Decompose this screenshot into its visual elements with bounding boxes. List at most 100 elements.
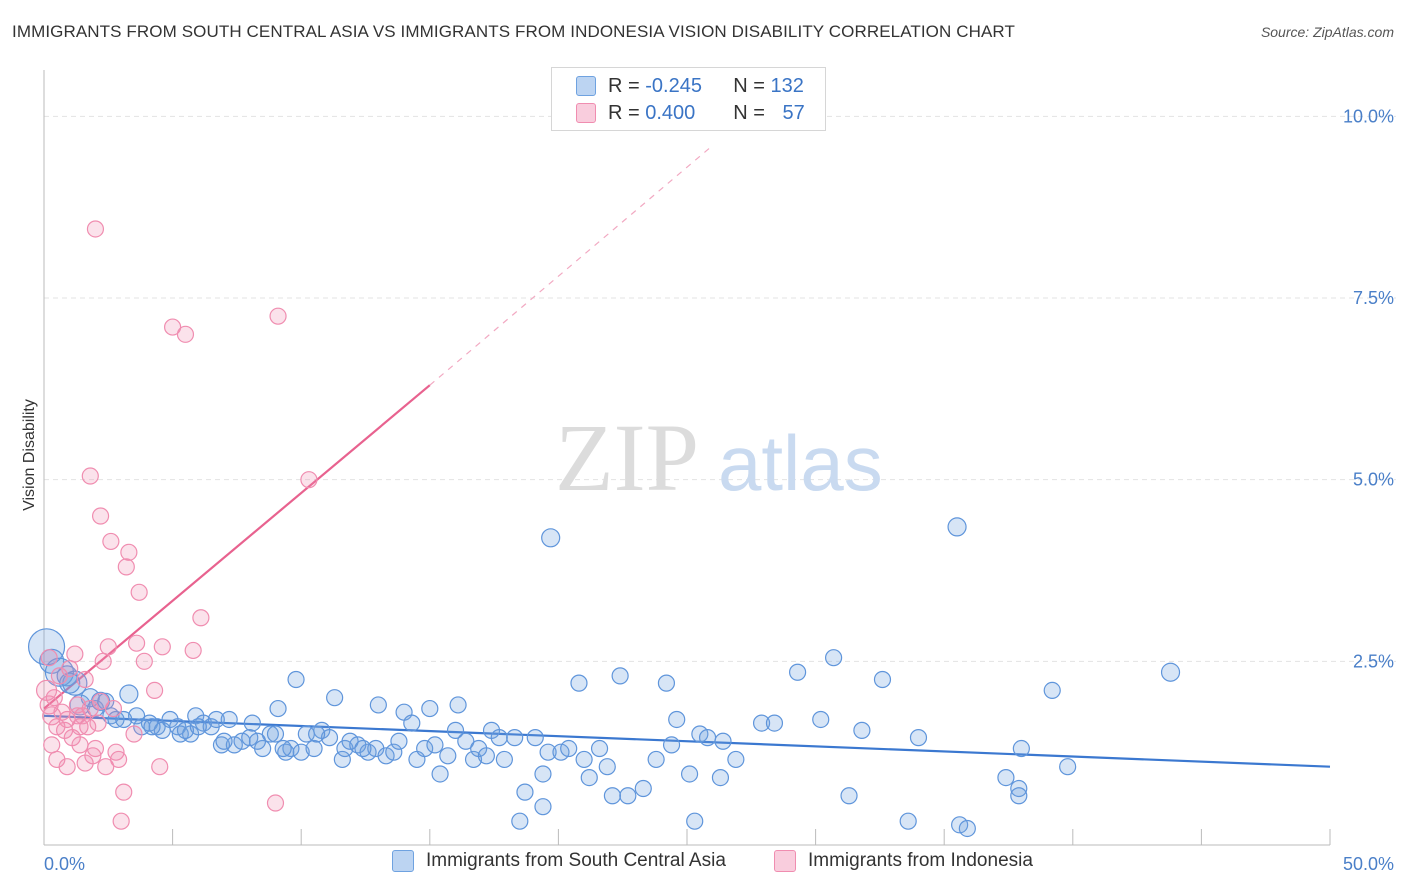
data-point [390,732,408,750]
data-point [189,718,207,736]
data-point [287,670,305,689]
data-point [207,710,225,729]
data-point [516,783,534,801]
data-point [176,721,195,739]
data-point [127,634,146,652]
data-point [385,743,403,761]
data-point [534,798,552,816]
legend-r-value: -0.245 [645,74,702,97]
data-point [59,672,81,694]
data-point [958,819,976,838]
legend-r-label: R = [608,101,646,124]
data-point [598,758,616,776]
data-point [1059,758,1077,776]
legend-item-indonesia[interactable]: Immigrants from Indonesia [774,850,1033,872]
data-point [248,732,267,750]
legend-r-label: R = [608,74,646,97]
data-point [274,739,292,758]
data-point [997,768,1015,787]
data-point [698,729,717,747]
data-point [354,739,372,758]
grid-lines [44,115,1396,662]
chart-title: IMMIGRANTS FROM SOUTH CENTRAL ASIA VS IM… [12,22,1015,41]
data-point [431,765,449,783]
data-point [76,670,94,689]
data-point [266,794,285,812]
data-point [58,758,76,776]
data-point [61,659,79,678]
data-point [714,732,732,750]
legend-n-label: N = [733,74,771,97]
data-point [647,750,665,769]
data-point [421,699,439,718]
legend-item-south-central-asia[interactable]: Immigrants from South Central Asia [392,850,726,872]
data-point [153,638,171,656]
y-tick-label: 7.5% [1353,288,1394,308]
data-point [909,729,928,747]
data-point [873,670,892,689]
legend-n-value: 57 [782,101,805,124]
data-point [1010,787,1028,805]
data-point [825,649,843,667]
data-point [308,725,326,743]
points-south-central-asia [27,517,1181,838]
data-point [590,739,609,758]
y-axis-label: Vision Disability [21,399,38,511]
data-point [1010,779,1028,798]
data-point [668,710,686,729]
legend-swatch-pink [774,850,796,872]
data-point [727,750,745,769]
data-point [292,743,310,761]
legend-n-value: 132 [770,74,804,97]
data-point [115,783,133,801]
data-point [752,714,771,732]
data-point [326,689,344,707]
data-point [42,706,62,726]
data-point [120,543,138,561]
data-point [300,471,318,489]
data-point [449,696,467,714]
data-point [686,812,704,830]
data-point [125,725,143,743]
data-point [68,707,87,725]
trend-line-south-central-asia [43,714,1331,768]
data-point [333,750,351,769]
data-point [261,725,279,743]
data-point [1043,681,1061,700]
data-point [899,812,917,830]
data-point [94,652,112,670]
data-point [86,220,105,238]
data-point [66,645,84,663]
data-point [416,739,434,758]
data-point [184,641,202,660]
data-point [580,768,598,787]
data-point [464,750,483,769]
legend-swatch-blue [576,76,596,96]
correlation-legend: R = -0.245 N = 132 R = 0.400 N = 57 [551,67,826,131]
data-point [320,729,339,747]
data-point [91,507,110,525]
data-point [45,689,63,707]
trend-line-indonesia-extension [429,144,714,386]
data-points [27,220,1181,838]
data-point [81,467,99,485]
data-point [477,747,495,765]
data-point [269,699,287,718]
data-point [495,750,513,769]
data-point [369,696,387,714]
data-point [143,718,161,736]
data-point [305,739,323,758]
data-point [269,307,287,325]
source-label: Source: ZipAtlas.com [1260,24,1394,40]
data-point [853,721,871,739]
data-point [102,532,120,551]
data-point [192,609,210,627]
data-point [541,528,561,548]
data-point [534,765,552,783]
data-point [657,674,676,692]
data-point [71,718,89,736]
data-point [840,787,858,805]
data-point [76,754,94,772]
data-point [97,758,115,776]
